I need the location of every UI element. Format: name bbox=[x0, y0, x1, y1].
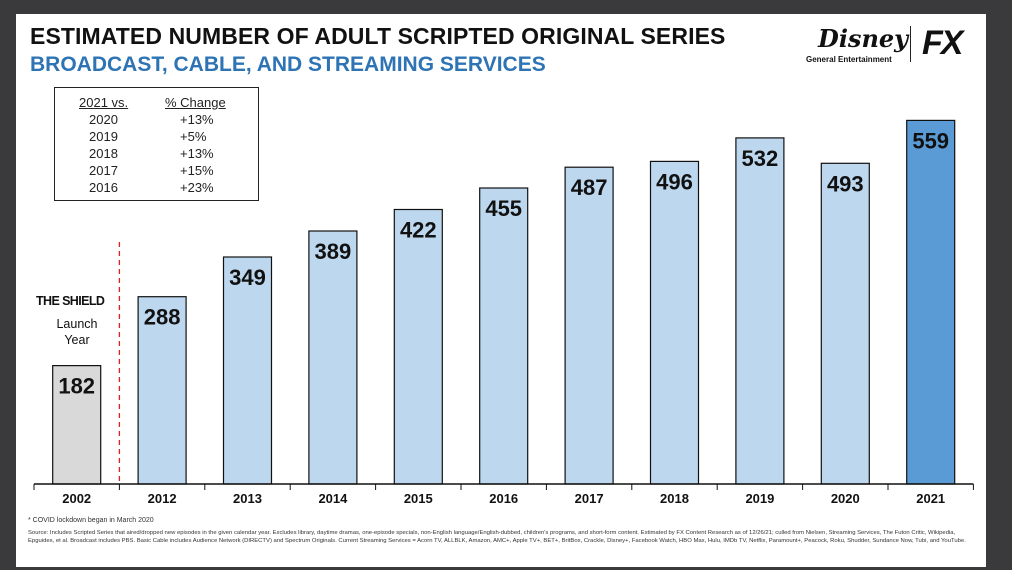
slide: ESTIMATED NUMBER OF ADULT SCRIPTED ORIGI… bbox=[16, 14, 986, 567]
change-row-year: 2017 bbox=[89, 163, 118, 178]
change-row-value: +5% bbox=[180, 129, 207, 144]
data-label-2012: 288 bbox=[144, 305, 181, 330]
data-label-2018: 496 bbox=[656, 169, 693, 194]
bar-2017 bbox=[564, 166, 614, 485]
data-label-2015: 422 bbox=[400, 218, 437, 243]
fx-logo: FX bbox=[922, 24, 963, 62]
bar-2019 bbox=[735, 137, 785, 485]
change-table-header-year: 2021 vs. bbox=[79, 95, 129, 110]
x-tick-label-2020: 2020 bbox=[831, 491, 860, 506]
bar-chart: 182 2002 288 2012 349 2013 389 2014 422 2015 455 20… bbox=[33, 119, 974, 506]
bar-2015 bbox=[393, 208, 443, 485]
change-row-value: +13% bbox=[180, 112, 214, 127]
source-footnote: Source: Includes Scripted Series that ai… bbox=[28, 530, 966, 544]
change-table-header-change: % Change bbox=[165, 95, 226, 110]
data-label-2020: 493 bbox=[827, 171, 864, 196]
x-tick-label-2013: 2013 bbox=[233, 491, 262, 506]
bar-2021 bbox=[906, 119, 956, 485]
data-label-2019: 532 bbox=[742, 146, 779, 171]
bar-2002 bbox=[52, 365, 102, 485]
x-tick-label-2002: 2002 bbox=[62, 491, 91, 506]
bar-2013 bbox=[222, 256, 273, 485]
launch-year-annotation: Launch Year bbox=[56, 317, 98, 347]
x-tick-label-2016: 2016 bbox=[489, 491, 518, 506]
change-row-year: 2019 bbox=[89, 129, 118, 144]
x-tick-label-2021: 2021 bbox=[916, 491, 945, 506]
logo-divider bbox=[910, 26, 911, 62]
x-tick-label-2015: 2015 bbox=[404, 491, 433, 506]
change-row-year: 2016 bbox=[89, 180, 118, 195]
chart-title: ESTIMATED NUMBER OF ADULT SCRIPTED ORIGI… bbox=[30, 23, 726, 49]
bar-2020 bbox=[820, 162, 870, 485]
x-tick-label-2018: 2018 bbox=[660, 491, 689, 506]
change-row-value: +15% bbox=[180, 163, 214, 178]
change-row-value: +13% bbox=[180, 146, 214, 161]
data-label-2017: 487 bbox=[571, 175, 608, 200]
data-label-2016: 455 bbox=[485, 196, 522, 221]
brand-logo: Disney General Entertainment FX bbox=[806, 24, 974, 68]
x-tick-label-2012: 2012 bbox=[148, 491, 177, 506]
general-entertainment-label: General Entertainment bbox=[806, 55, 892, 64]
bar-2016 bbox=[479, 187, 529, 485]
disney-logo: Disney bbox=[818, 24, 909, 53]
data-label-2021: 559 bbox=[912, 128, 949, 153]
the-shield-annotation: THE SHIELD bbox=[36, 294, 105, 308]
x-tick-label-2019: 2019 bbox=[745, 491, 774, 506]
change-row-year: 2018 bbox=[89, 146, 118, 161]
bar-2018 bbox=[649, 160, 700, 485]
change-row-year: 2020 bbox=[89, 112, 118, 127]
bar-2012 bbox=[137, 296, 187, 485]
x-tick-label-2017: 2017 bbox=[575, 491, 604, 506]
change-row-value: +23% bbox=[180, 180, 214, 195]
bar-2014 bbox=[308, 230, 358, 485]
covid-footnote: * COVID lockdown began in March 2020 bbox=[28, 517, 154, 524]
data-label-2013: 349 bbox=[229, 265, 266, 290]
change-table: 2021 vs. % Change 2020 +13% 2019 +5% 201… bbox=[54, 87, 259, 201]
data-label-2014: 389 bbox=[315, 239, 352, 264]
chart-subtitle: BROADCAST, CABLE, AND STREAMING SERVICES bbox=[30, 53, 546, 76]
data-label-2002: 182 bbox=[58, 374, 95, 399]
x-tick-label-2014: 2014 bbox=[318, 491, 348, 506]
